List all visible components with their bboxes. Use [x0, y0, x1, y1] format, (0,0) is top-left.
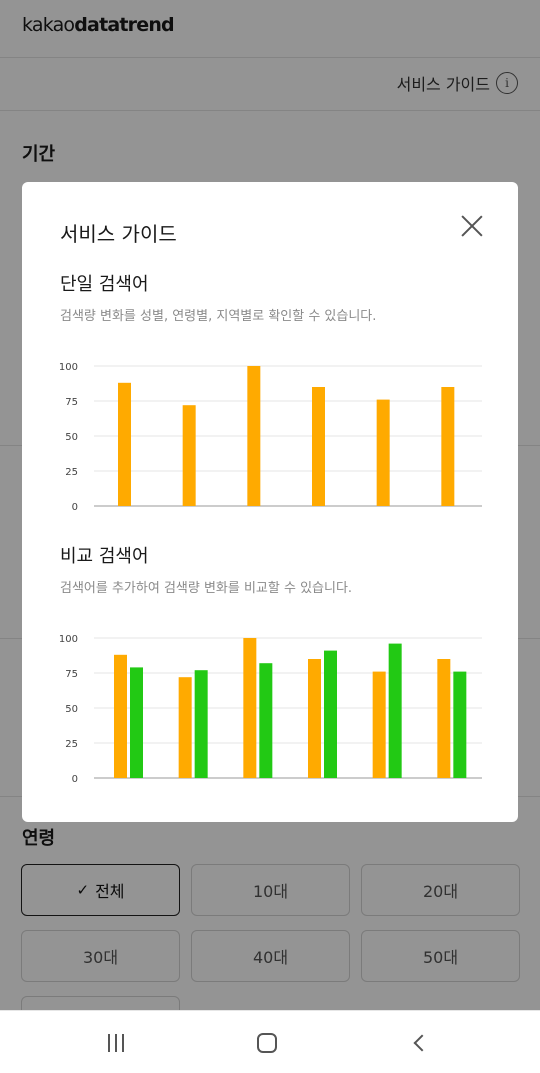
bar-series-2-1	[130, 667, 143, 778]
age-section-title: 연령	[22, 828, 56, 849]
bar-series-1-3	[243, 638, 257, 778]
compare-keyword-title: 비교 검색어	[60, 546, 149, 567]
bar-series-1-4	[312, 387, 325, 506]
y-tick-label: 75	[65, 669, 78, 680]
y-tick-label: 75	[65, 397, 78, 408]
service-guide-label: 서비스 가이드	[396, 75, 490, 94]
age-option-20s[interactable]: 20대	[361, 864, 520, 916]
app-header: kakaodatatrend	[0, 0, 540, 58]
bar-series-1-1	[114, 654, 127, 778]
y-tick-label: 0	[72, 774, 78, 785]
age-option-40s[interactable]: 40대	[191, 930, 350, 982]
y-tick-label: 50	[65, 704, 78, 715]
bar-series-1-3	[247, 366, 261, 506]
bar-series-1-6	[441, 387, 455, 506]
age-option-10s[interactable]: 10대	[191, 864, 350, 916]
service-guide-modal: 서비스 가이드 단일 검색어 검색량 변화를 성별, 연령별, 지역별로 확인할…	[22, 182, 518, 822]
y-tick-label: 100	[59, 634, 78, 645]
single-keyword-desc: 검색량 변화를 성별, 연령별, 지역별로 확인할 수 있습니다.	[60, 309, 377, 324]
modal-title: 서비스 가이드	[60, 222, 177, 246]
compare-keyword-chart: 100 75 50 25 0	[59, 634, 482, 785]
bar-series-2-2	[194, 670, 208, 778]
y-tick-label: 50	[65, 432, 78, 443]
recent-apps-icon[interactable]	[101, 1029, 131, 1057]
guide-bar: 서비스 가이드 i	[0, 59, 540, 111]
y-tick-label: 100	[59, 362, 78, 373]
kakao-datatrend-logo[interactable]: kakaodatatrend	[22, 14, 175, 36]
age-option-50s[interactable]: 50대	[361, 930, 520, 982]
bar-series-1-6	[437, 659, 451, 778]
age-option-30s[interactable]: 30대	[21, 930, 180, 982]
bar-series-1-2	[182, 405, 196, 506]
check-icon: ✓	[76, 881, 90, 899]
bar-series-2-5	[388, 643, 402, 778]
single-keyword-title: 단일 검색어	[60, 274, 149, 295]
close-icon[interactable]	[460, 214, 484, 238]
y-tick-label: 25	[65, 467, 78, 478]
bar-series-2-6	[453, 671, 467, 778]
bar-series-1-5	[372, 671, 386, 778]
single-keyword-chart: 100 75 50 25 0	[59, 362, 482, 513]
compare-keyword-desc: 검색어를 추가하여 검색량 변화를 비교할 수 있습니다.	[60, 581, 353, 596]
bar-series-1-1	[118, 382, 131, 506]
bar-series-1-4	[308, 659, 321, 778]
service-guide-link[interactable]: 서비스 가이드 i	[397, 71, 518, 95]
period-section-title: 기간	[22, 144, 56, 165]
y-tick-label: 25	[65, 739, 78, 750]
bar-series-1-5	[376, 399, 390, 506]
back-icon[interactable]	[404, 1029, 434, 1057]
bar-series-1-2	[178, 677, 192, 778]
age-option-more[interactable]	[21, 996, 180, 1010]
y-tick-label: 0	[72, 502, 78, 513]
bar-series-2-3	[259, 663, 273, 778]
age-option-all[interactable]: ✓ 전체	[21, 864, 180, 916]
bar-series-2-4	[324, 650, 337, 778]
info-icon: i	[496, 72, 518, 94]
home-icon[interactable]	[252, 1029, 282, 1057]
system-navbar	[0, 1010, 540, 1073]
